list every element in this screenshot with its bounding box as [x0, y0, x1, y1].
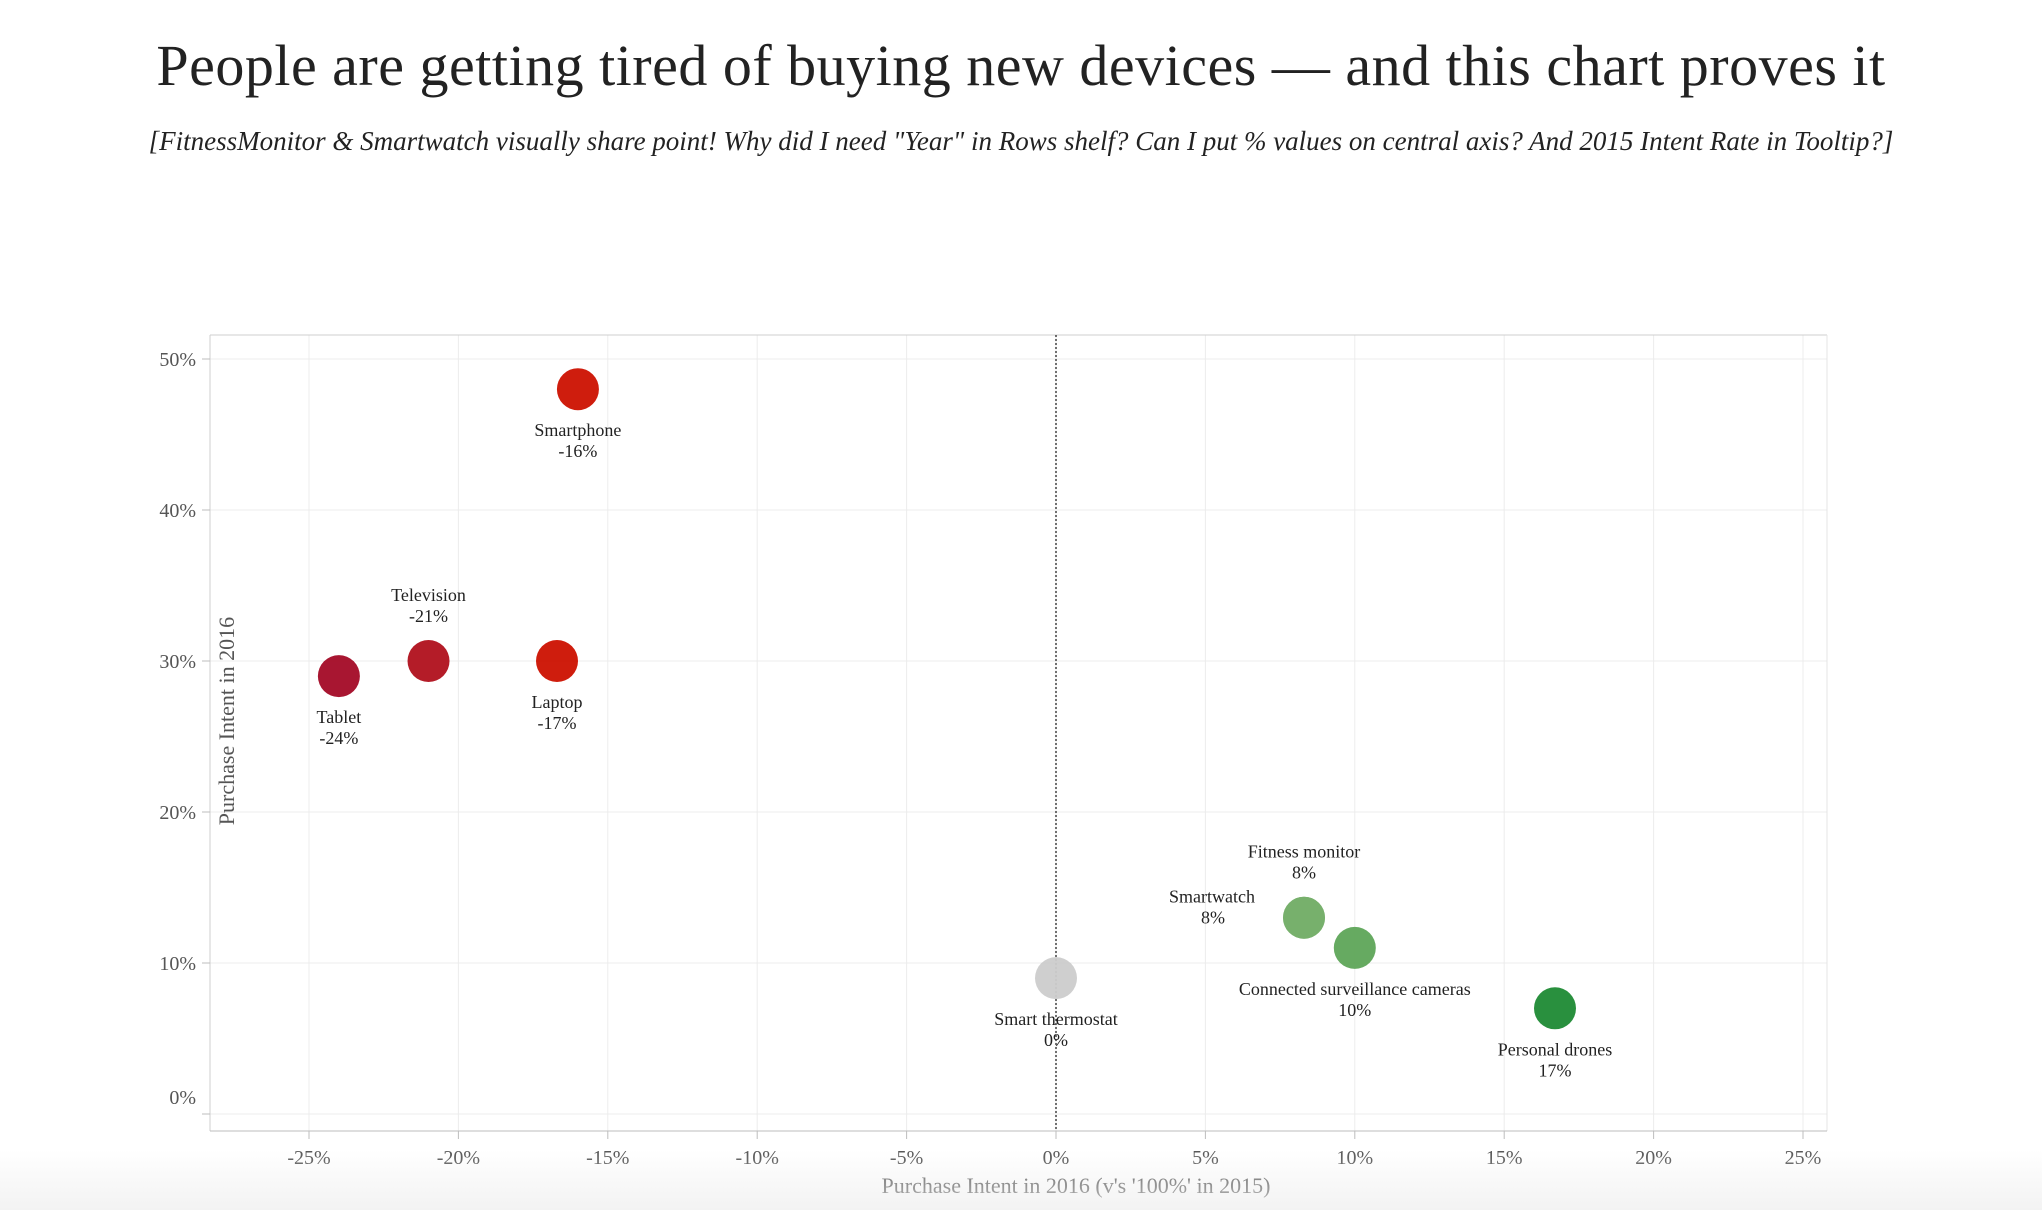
y-tick-label: 30% — [159, 651, 196, 673]
data-point-personal-drones[interactable] — [1533, 987, 1576, 1030]
point-labels: Smartphone-16% Television-21% Tablet-24% La… — [317, 420, 1613, 1080]
data-point-smartwatch[interactable] — [1283, 896, 1326, 939]
x-axis-label: Purchase Intent in 2016 (v's '100%' in 2… — [882, 1173, 1271, 1198]
x-tick-label: 15% — [1486, 1147, 1523, 1169]
point-value-connected-surveillance-cameras: 10% — [1338, 1000, 1371, 1020]
data-point-smartphone[interactable] — [556, 368, 599, 411]
data-point-television[interactable] — [407, 640, 450, 682]
x-tick-label: -5% — [890, 1147, 923, 1169]
point-value-smartwatch: 8% — [1201, 908, 1225, 928]
y-tick-label: 0% — [169, 1087, 196, 1109]
point-value-laptop: -17% — [538, 713, 577, 733]
x-tick-label: 20% — [1635, 1147, 1672, 1169]
x-tick-label: 25% — [1785, 1147, 1822, 1169]
y-axis-label: Purchase Intent in 2016 — [214, 617, 239, 825]
point-name-laptop: Laptop — [532, 692, 583, 712]
y-tick-label: 20% — [159, 802, 196, 824]
x-tick-label: 0% — [1043, 1147, 1070, 1169]
chart-subtitle: [FitnessMonitor & Smartwatch visually sh… — [148, 126, 1894, 156]
data-point-connected-surveillance-cameras[interactable] — [1333, 926, 1376, 969]
point-name-tablet: Tablet — [317, 707, 362, 727]
x-tick-label: -15% — [586, 1147, 629, 1169]
y-tick-label: 40% — [159, 500, 196, 522]
point-value-television: -21% — [409, 606, 448, 626]
point-value-fitness-monitor: 8% — [1292, 863, 1316, 883]
point-value-personal-drones: 17% — [1538, 1060, 1571, 1080]
point-value-smartphone: -16% — [558, 441, 597, 461]
point-name-television: Television — [391, 585, 466, 605]
x-tick-label: 5% — [1192, 1147, 1219, 1169]
point-value-tablet: -24% — [319, 728, 358, 748]
x-tick-label: 10% — [1336, 1147, 1373, 1169]
data-point-laptop[interactable] — [536, 640, 579, 682]
point-name-personal-drones: Personal drones — [1498, 1039, 1612, 1059]
y-tick-label: 10% — [159, 953, 196, 975]
point-value-smart-thermostat: 0% — [1044, 1030, 1068, 1050]
point-name-smartphone: Smartphone — [534, 420, 621, 440]
x-tick-label: -10% — [736, 1147, 779, 1169]
chart-title: People are getting tired of buying new d… — [156, 33, 1886, 98]
point-name-smartwatch: Smartwatch — [1169, 887, 1255, 907]
point-name-fitness-monitor: Fitness monitor — [1248, 842, 1361, 862]
point-name-connected-surveillance-cameras: Connected surveillance cameras — [1239, 979, 1471, 999]
x-tick-label: -20% — [437, 1147, 480, 1169]
data-point-tablet[interactable] — [317, 655, 360, 698]
data-point-smart-thermostat[interactable] — [1035, 957, 1077, 1000]
data-points — [317, 368, 1576, 1030]
x-tick-label: -25% — [287, 1147, 330, 1169]
y-tick-label: 50% — [159, 349, 196, 371]
point-name-smart-thermostat: Smart thermostat — [994, 1009, 1117, 1029]
